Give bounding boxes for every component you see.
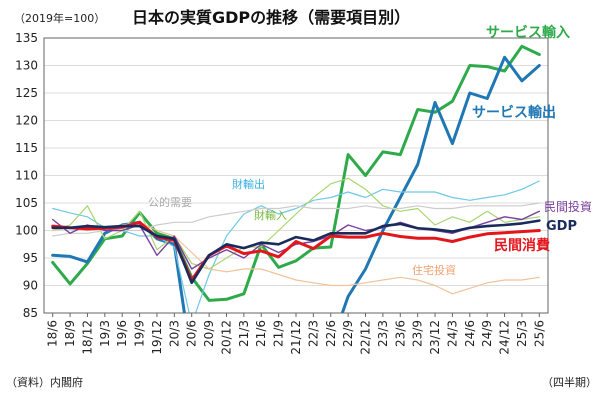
series-line-4 <box>52 202 540 237</box>
x-axis-ticks: 18/6 18/9 18/12 19/3 19/6 19/9 19/12 20/3 20/6 20… <box>46 313 546 355</box>
y-tick-label: 105 <box>15 196 38 210</box>
x-tick-label: 22/6 <box>324 320 338 347</box>
gridlines <box>44 37 548 314</box>
x-tick-label: 22/3 <box>306 320 320 347</box>
y-tick-label: 125 <box>15 86 38 100</box>
label-private-consumption: 民間消費 <box>494 237 550 254</box>
series-layer <box>51 44 541 313</box>
x-tick-label: 21/9 <box>272 320 286 347</box>
x-tick-label: 19/3 <box>98 320 112 347</box>
x-axis-label: （四半期） <box>542 375 597 389</box>
label-gdp: GDP <box>546 219 577 234</box>
x-tick-label: 20/3 <box>167 320 181 347</box>
chart-title: 日本の実質GDPの推移（需要項目別） <box>132 8 410 27</box>
x-tick-label: 24/9 <box>480 320 494 347</box>
x-tick-label: 23/12 <box>428 320 442 355</box>
series-line-2 <box>52 180 540 313</box>
x-tick-label: 25/6 <box>532 320 546 347</box>
source-note: （資料）内閣府 <box>6 375 83 389</box>
x-tick-label: 20/12 <box>219 320 233 355</box>
unit-note: （2019年=100） <box>14 11 105 25</box>
x-tick-label: 21/12 <box>289 320 303 355</box>
x-tick-label: 23/6 <box>393 320 407 347</box>
series-line-3 <box>52 177 540 270</box>
label-service-imports: サービス輸入 <box>486 24 570 41</box>
series-line-8 <box>51 219 541 285</box>
series-line-0 <box>51 44 541 302</box>
x-tick-label: 22/9 <box>341 320 355 347</box>
x-tick-label: 25/3 <box>515 320 529 347</box>
series-line-7 <box>51 220 541 282</box>
x-tick-label: 18/9 <box>63 320 77 347</box>
y-tick-label: 135 <box>15 31 38 45</box>
x-tick-label: 23/3 <box>376 320 390 347</box>
x-tick-label: 24/3 <box>445 320 459 347</box>
x-tick-label: 18/12 <box>80 320 94 355</box>
x-tick-label: 22/12 <box>359 320 373 355</box>
y-axis-ticks: 85 90 95 100 105 110 115 120 125 130 135 <box>15 31 38 320</box>
y-tick-label: 100 <box>15 224 38 238</box>
label-private-investment: 民間投資 <box>544 199 592 214</box>
y-tick-label: 85 <box>23 306 38 320</box>
x-tick-label: 24/12 <box>498 320 512 355</box>
x-tick-label: 21/3 <box>237 320 251 347</box>
label-goods-exports: 財輸出 <box>232 177 265 191</box>
label-service-exports: サービス輸出 <box>472 104 556 121</box>
y-tick-label: 95 <box>23 251 38 265</box>
x-tick-label: 23/9 <box>411 320 425 347</box>
y-tick-label: 130 <box>15 59 38 73</box>
label-goods-imports: 財輸入 <box>254 208 287 222</box>
x-tick-label: 19/6 <box>115 320 129 347</box>
y-tick-label: 110 <box>15 169 38 183</box>
x-tick-label: 24/6 <box>463 320 477 347</box>
y-tick-label: 120 <box>15 114 38 128</box>
x-tick-label: 19/9 <box>133 320 147 347</box>
x-tick-label: 20/9 <box>202 320 216 347</box>
label-public-demand: 公的需要 <box>148 195 192 209</box>
x-tick-label: 18/6 <box>46 320 60 347</box>
y-tick-label: 90 <box>23 279 38 293</box>
plot-frame <box>43 37 549 314</box>
x-tick-label: 19/12 <box>150 320 164 355</box>
label-housing-investment: 住宅投資 <box>412 263 456 277</box>
x-tick-label: 21/6 <box>254 320 268 347</box>
y-tick-label: 115 <box>15 141 38 155</box>
x-tick-label: 20/6 <box>185 320 199 347</box>
